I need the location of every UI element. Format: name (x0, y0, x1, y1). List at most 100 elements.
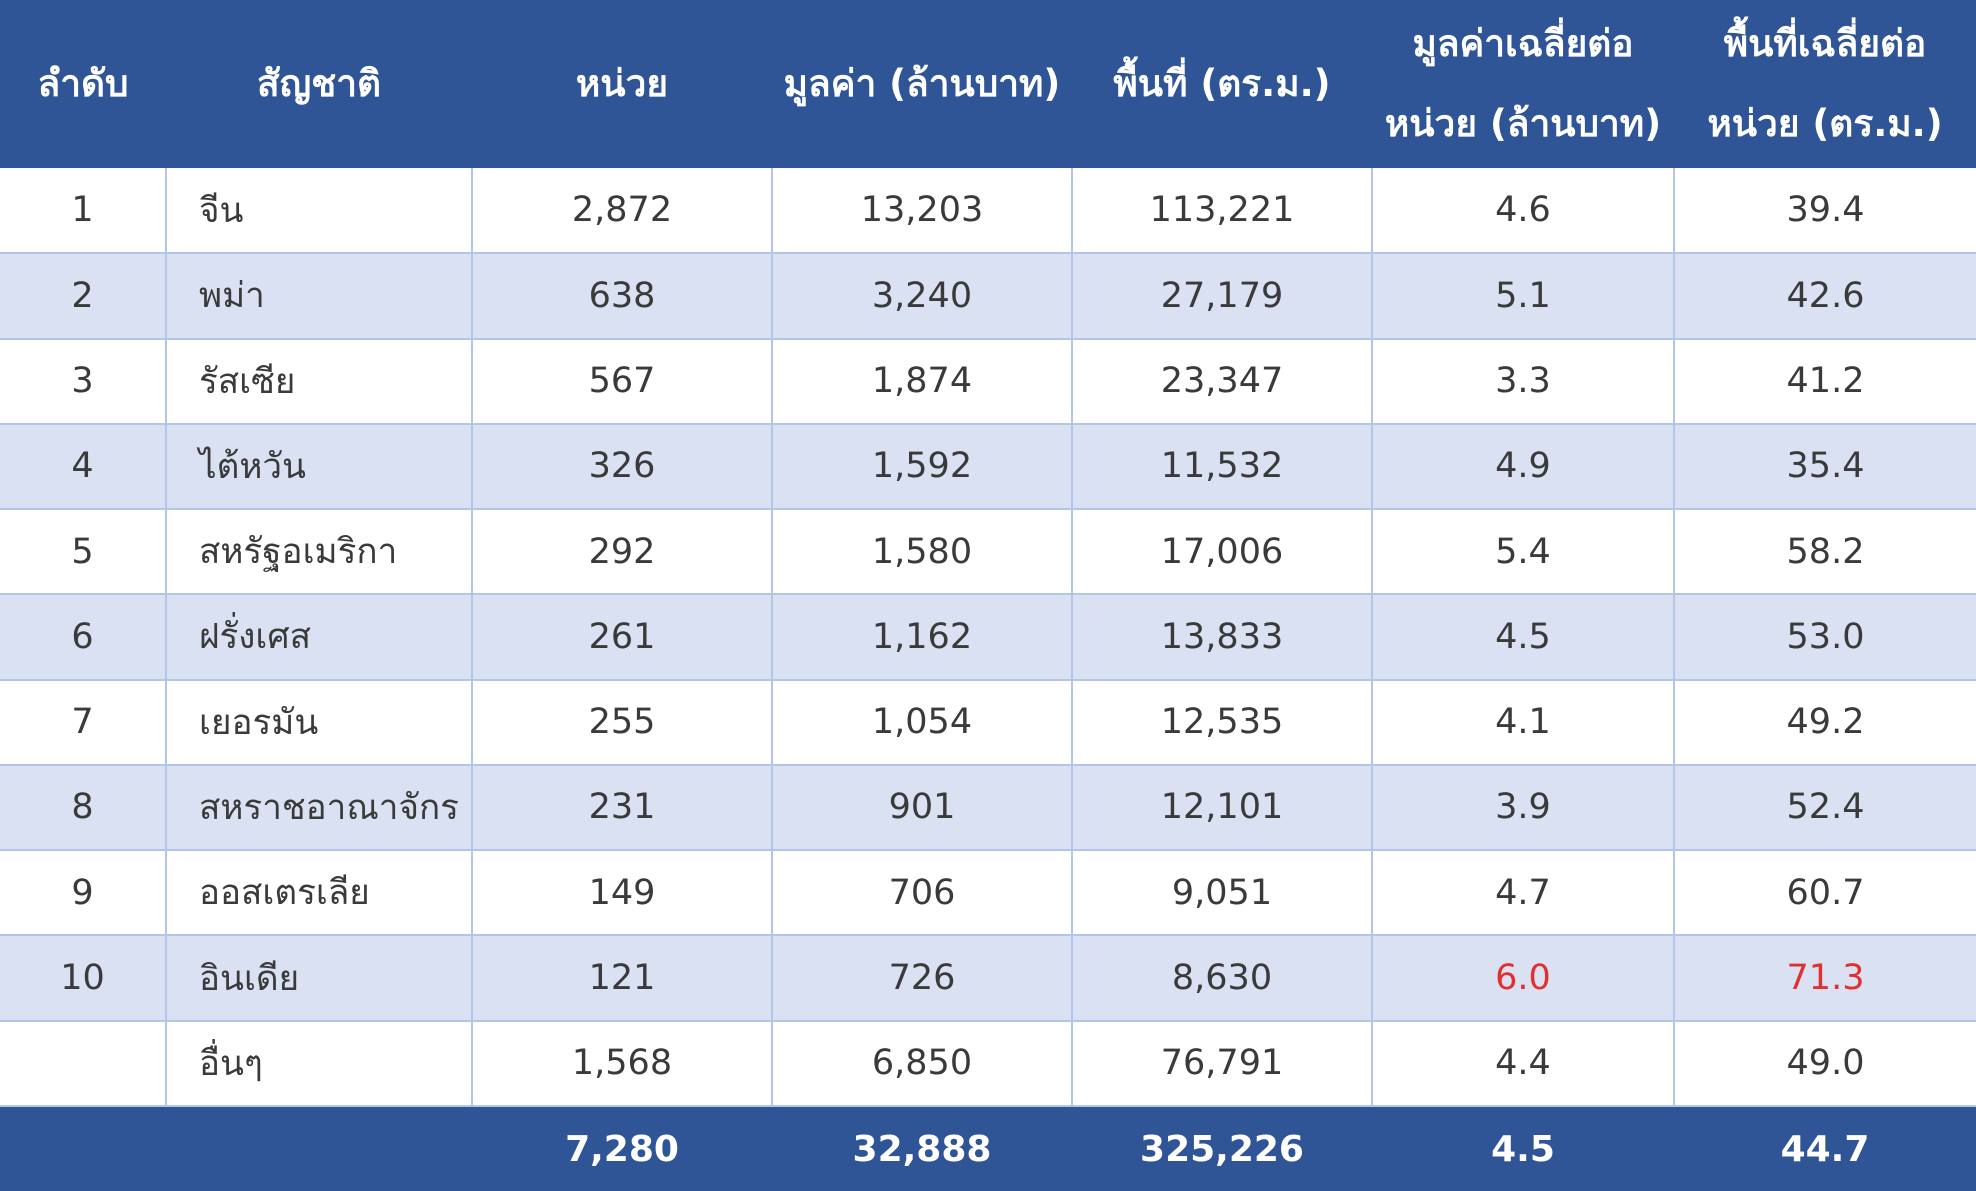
cell-units: 231 (472, 764, 773, 852)
header-area: พื้นที่ (ตร.ม.) (1072, 0, 1372, 168)
cell-nationality: อื่นๆ (166, 1020, 473, 1108)
cell-area: 13,833 (1072, 594, 1373, 681)
cell-avg-area: 53.0 (1674, 594, 1976, 681)
cell-area: 12,535 (1072, 679, 1373, 766)
cell-rank: 10 (0, 935, 167, 1022)
table-row: 6 ฝรั่งเศส 261 1,162 13,833 4.5 53.0 (0, 594, 1976, 681)
total-avg-area: 44.7 (1674, 1106, 1976, 1191)
cell-avg-area: 52.4 (1674, 764, 1976, 852)
cell-rank: 3 (0, 338, 167, 425)
cell-value: 1,054 (772, 679, 1073, 766)
cell-value: 901 (772, 764, 1073, 852)
cell-avg-area: 49.2 (1674, 679, 1976, 766)
cell-units: 1,568 (472, 1020, 773, 1108)
header-avg-value-line2: หน่วย (ล้านบาท) (1384, 102, 1662, 145)
cell-area: 27,179 (1072, 253, 1373, 340)
cell-avg-value: 5.1 (1372, 253, 1675, 340)
header-value: มูลค่า (ล้านบาท) (772, 0, 1072, 168)
cell-value: 6,850 (772, 1020, 1073, 1108)
cell-avg-area: 35.4 (1674, 423, 1976, 511)
table-row: 1 จีน 2,872 13,203 113,221 4.6 39.4 (0, 168, 1976, 255)
cell-avg-value: 4.5 (1372, 594, 1675, 681)
cell-avg-area: 39.4 (1674, 168, 1976, 255)
cell-rank: 4 (0, 423, 167, 511)
cell-area: 12,101 (1072, 764, 1373, 852)
cell-avg-value: 4.9 (1372, 423, 1675, 511)
cell-nationality: พม่า (166, 253, 473, 340)
cell-avg-area-highlight: 71.3 (1674, 935, 1976, 1022)
cell-nationality: สหรัฐอเมริกา (166, 509, 473, 596)
cell-value: 1,162 (772, 594, 1073, 681)
table-row: 5 สหรัฐอเมริกา 292 1,580 17,006 5.4 58.2 (0, 509, 1976, 596)
total-row: 7,280 32,888 325,226 4.5 44.7 (0, 1106, 1976, 1191)
cell-avg-area: 58.2 (1674, 509, 1976, 596)
cell-area: 76,791 (1072, 1020, 1373, 1108)
header-nationality: สัญชาติ (166, 0, 472, 168)
total-area: 325,226 (1072, 1106, 1372, 1191)
cell-nationality: อินเดีย (166, 935, 473, 1022)
cell-units: 255 (472, 679, 773, 766)
header-avg-value-line1: มูลค่าเฉลี่ยต่อ (1412, 22, 1634, 65)
cell-nationality: ออสเตรเลีย (166, 850, 473, 937)
cell-units: 149 (472, 850, 773, 937)
cell-value: 1,874 (772, 338, 1073, 425)
total-units: 7,280 (472, 1106, 772, 1191)
cell-avg-value: 4.1 (1372, 679, 1675, 766)
header-avg-area-line2: หน่วย (ตร.ม.) (1707, 102, 1943, 145)
cell-area: 8,630 (1072, 935, 1373, 1022)
cell-nationality: รัสเซีย (166, 338, 473, 425)
cell-units: 292 (472, 509, 773, 596)
table-row: 8 สหราชอาณาจักร 231 901 12,101 3.9 52.4 (0, 764, 1976, 852)
cell-rank: 2 (0, 253, 167, 340)
cell-avg-value: 5.4 (1372, 509, 1675, 596)
header-avg-value: มูลค่าเฉลี่ยต่อ หน่วย (ล้านบาท) (1372, 0, 1674, 168)
table-row: อื่นๆ 1,568 6,850 76,791 4.4 49.0 (0, 1020, 1976, 1108)
total-rank-empty (0, 1106, 166, 1191)
cell-value: 1,592 (772, 423, 1073, 511)
table-row: 4 ไต้หวัน 326 1,592 11,532 4.9 35.4 (0, 423, 1976, 511)
cell-area: 113,221 (1072, 168, 1373, 255)
cell-nationality: สหราชอาณาจักร (166, 764, 473, 852)
header-row: ลำดับ สัญชาติ หน่วย มูลค่า (ล้านบาท) พื้… (0, 0, 1976, 168)
cell-value: 706 (772, 850, 1073, 937)
cell-avg-area: 42.6 (1674, 253, 1976, 340)
cell-value: 3,240 (772, 253, 1073, 340)
cell-area: 23,347 (1072, 338, 1373, 425)
cell-units: 326 (472, 423, 773, 511)
cell-avg-value: 3.3 (1372, 338, 1675, 425)
total-avg-value: 4.5 (1372, 1106, 1674, 1191)
cell-rank: 1 (0, 168, 167, 255)
cell-avg-area: 49.0 (1674, 1020, 1976, 1108)
cell-avg-value: 4.6 (1372, 168, 1675, 255)
total-nationality-empty (166, 1106, 472, 1191)
table-row: 3 รัสเซีย 567 1,874 23,347 3.3 41.2 (0, 338, 1976, 425)
cell-nationality: ไต้หวัน (166, 423, 473, 511)
cell-nationality: จีน (166, 168, 473, 255)
cell-units: 121 (472, 935, 773, 1022)
table-row: 9 ออสเตรเลีย 149 706 9,051 4.7 60.7 (0, 850, 1976, 937)
cell-area: 9,051 (1072, 850, 1373, 937)
cell-value: 1,580 (772, 509, 1073, 596)
cell-units: 261 (472, 594, 773, 681)
cell-rank: 9 (0, 850, 167, 937)
cell-nationality: เยอรมัน (166, 679, 473, 766)
table-row: 2 พม่า 638 3,240 27,179 5.1 42.6 (0, 253, 1976, 340)
cell-value: 726 (772, 935, 1073, 1022)
cell-units: 638 (472, 253, 773, 340)
cell-nationality: ฝรั่งเศส (166, 594, 473, 681)
cell-rank: 7 (0, 679, 167, 766)
cell-avg-value: 4.7 (1372, 850, 1675, 937)
cell-avg-area: 60.7 (1674, 850, 1976, 937)
table-row: 7 เยอรมัน 255 1,054 12,535 4.1 49.2 (0, 679, 1976, 766)
cell-avg-value: 3.9 (1372, 764, 1675, 852)
cell-area: 11,532 (1072, 423, 1373, 511)
cell-rank: 5 (0, 509, 167, 596)
cell-rank: 6 (0, 594, 167, 681)
cell-value: 13,203 (772, 168, 1073, 255)
header-avg-area-line1: พื้นที่เฉลี่ยต่อ (1723, 22, 1927, 65)
header-avg-area: พื้นที่เฉลี่ยต่อ หน่วย (ตร.ม.) (1674, 0, 1976, 168)
cell-avg-area: 41.2 (1674, 338, 1976, 425)
cell-rank: 8 (0, 764, 167, 852)
table-row: 10 อินเดีย 121 726 8,630 6.0 71.3 (0, 935, 1976, 1022)
